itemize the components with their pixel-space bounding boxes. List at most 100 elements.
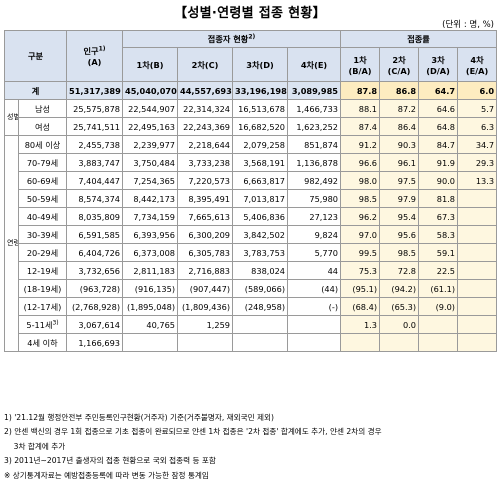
row-label: 5-11세3) <box>17 315 68 334</box>
row-label: 60-69세 <box>17 171 68 190</box>
cell-r4 <box>457 207 498 226</box>
age-row: 4세 이하 1,166,693 <box>5 333 498 352</box>
cell-d3: 2,079,258 <box>232 135 289 154</box>
age-row: 40-49세 8,035,809 7,734,159 7,665,613 5,406,8… <box>5 207 498 226</box>
cell-d4: 851,874 <box>287 135 342 154</box>
cell-r4 <box>457 189 498 208</box>
cell-d2: 8,395,491 <box>177 189 234 208</box>
cell-r4: 6.3 <box>457 117 498 136</box>
cell-d3: 3,783,753 <box>232 243 289 262</box>
cell-d1: 6,393,956 <box>122 225 179 244</box>
cell-r1: 98.5 <box>340 189 381 208</box>
cell-d4: 3,089,985 <box>287 81 342 100</box>
cell-r4 <box>457 261 498 280</box>
cell-d1: 22,544,907 <box>122 99 179 118</box>
cell-d2: 1,259 <box>177 315 234 334</box>
header-rate4: 4차 (E/A) <box>457 47 498 82</box>
cell-r2: 0.0 <box>379 315 420 334</box>
cell-d3: 838,024 <box>232 261 289 280</box>
cell-r3: 64.7 <box>418 81 459 100</box>
group-label: 성별 <box>4 99 19 136</box>
cell-d3: 16,513,678 <box>232 99 289 118</box>
cell-r3: 22.5 <box>418 261 459 280</box>
header-rate1: 1차 (B/A) <box>340 47 381 82</box>
cell-r3: (9.0) <box>418 297 459 316</box>
cell-pop: 3,883,747 <box>66 153 124 172</box>
cell-d1: 7,254,365 <box>122 171 179 190</box>
cell-pop: 6,591,585 <box>66 225 124 244</box>
cell-r1: 87.8 <box>340 81 381 100</box>
cell-r1: 97.0 <box>340 225 381 244</box>
cell-d4: 75,980 <box>287 189 342 208</box>
cell-d4: 1,466,733 <box>287 99 342 118</box>
age-row: 50-59세 8,574,374 8,442,173 8,395,491 7,013,8… <box>5 189 498 208</box>
row-label: 12-19세 <box>17 261 68 280</box>
row-label: 80세 이상 <box>17 135 68 154</box>
cell-d1: 40,765 <box>122 315 179 334</box>
cell-d3: 33,196,198 <box>232 81 289 100</box>
age-row: 20-29세 6,404,726 6,373,008 6,305,783 3,783,7… <box>5 243 498 262</box>
cell-r2: 90.3 <box>379 135 420 154</box>
age-row: 12-19세 3,732,656 2,811,183 2,716,883 838,024… <box>5 261 498 280</box>
cell-r3: (61.1) <box>418 279 459 298</box>
cell-d2: (1,809,436) <box>177 297 234 316</box>
row-label: 20-29세 <box>17 243 68 262</box>
unit-label: (단위 : 명, %) <box>442 20 494 30</box>
cell-r4 <box>457 315 498 334</box>
cell-r1: (68.4) <box>340 297 381 316</box>
cell-d4: 982,492 <box>287 171 342 190</box>
cell-r3: 91.9 <box>418 153 459 172</box>
header-rate: 접종률 <box>340 30 498 48</box>
cell-d3 <box>232 315 289 334</box>
cell-d4: 1,136,878 <box>287 153 342 172</box>
cell-r1: 98.0 <box>340 171 381 190</box>
cell-d4: 9,824 <box>287 225 342 244</box>
cell-r4: 34.7 <box>457 135 498 154</box>
cell-d1: 22,495,163 <box>122 117 179 136</box>
cell-d2: 22,314,324 <box>177 99 234 118</box>
cell-pop: 51,317,389 <box>66 81 124 100</box>
cell-r3 <box>418 315 459 334</box>
cell-d4: (-) <box>287 297 342 316</box>
cell-r1: 99.5 <box>340 243 381 262</box>
cell-d2: 7,220,573 <box>177 171 234 190</box>
cell-r2: 96.1 <box>379 153 420 172</box>
cell-d3: 3,568,191 <box>232 153 289 172</box>
cell-pop: 1,166,693 <box>66 333 124 352</box>
header-rate3: 3차 (D/A) <box>418 47 459 82</box>
cell-d3: (248,958) <box>232 297 289 316</box>
cell-r2: (94.2) <box>379 279 420 298</box>
cell-d2: 22,243,369 <box>177 117 234 136</box>
cell-d4: 44 <box>287 261 342 280</box>
cell-pop: 3,067,614 <box>66 315 124 334</box>
cell-r4 <box>457 225 498 244</box>
cell-r4 <box>457 333 498 352</box>
sex-row: 성별남성25,575,87822,544,90722,314,32416,513… <box>4 99 498 136</box>
cell-r4 <box>457 243 498 262</box>
cell-d3: (589,066) <box>232 279 289 298</box>
cell-r3: 64.6 <box>418 99 459 118</box>
cell-d3: 7,013,817 <box>232 189 289 208</box>
cell-d1: 6,373,008 <box>122 243 179 262</box>
cell-r4: 6.0 <box>457 81 498 100</box>
footnote: 3차 합계에 추가 <box>4 441 66 451</box>
cell-r2: 97.5 <box>379 171 420 190</box>
cell-pop: 8,574,374 <box>66 189 124 208</box>
cell-r1: 88.1 <box>340 99 381 118</box>
cell-r3: 84.7 <box>418 135 459 154</box>
cell-d2: 3,733,238 <box>177 153 234 172</box>
footnote: 3) 2011년~2017년 출생자의 접종 현황으로 국외 접종력 등 포함 <box>4 456 216 466</box>
cell-d2: 2,716,883 <box>177 261 234 280</box>
cell-r4 <box>457 297 498 316</box>
cell-d3 <box>232 333 289 352</box>
header-dose1: 1차(B) <box>122 47 179 82</box>
cell-r4: 13.3 <box>457 171 498 190</box>
cell-r1: 75.3 <box>340 261 381 280</box>
cell-d2: (907,447) <box>177 279 234 298</box>
row-label: (12-17세) <box>17 297 68 316</box>
cell-d1: 3,750,484 <box>122 153 179 172</box>
cell-pop: (2,768,928) <box>66 297 124 316</box>
header-rate2: 2차 (C/A) <box>379 47 420 82</box>
age-row: 70-79세 3,883,747 3,750,484 3,733,238 3,568,1… <box>5 153 498 172</box>
cell-pop: 8,035,809 <box>66 207 124 226</box>
